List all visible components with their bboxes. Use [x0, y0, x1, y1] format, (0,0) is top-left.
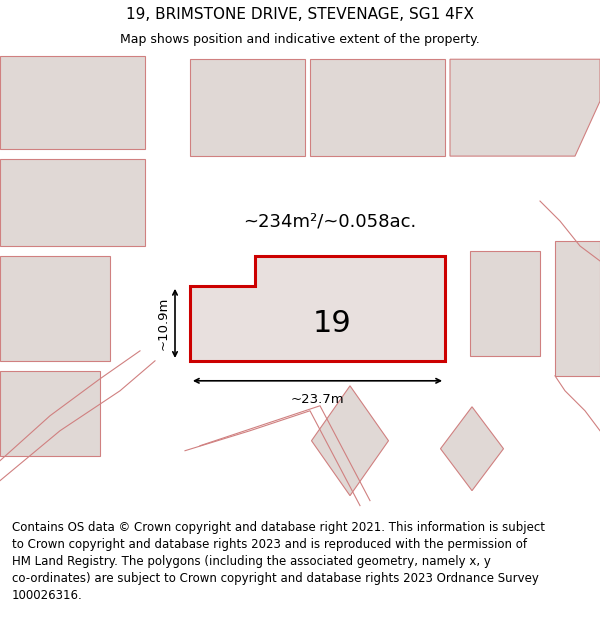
Text: ~23.7m: ~23.7m [290, 392, 344, 406]
Bar [155, 56, 185, 341]
Text: ~234m²/~0.058ac.: ~234m²/~0.058ac. [244, 212, 416, 230]
Polygon shape [0, 159, 145, 246]
Polygon shape [0, 371, 100, 456]
Polygon shape [440, 407, 503, 491]
Polygon shape [310, 59, 445, 156]
Ellipse shape [155, 328, 185, 353]
Polygon shape [555, 241, 600, 376]
Text: 19, BRIMSTONE DRIVE, STEVENAGE, SG1 4FX: 19, BRIMSTONE DRIVE, STEVENAGE, SG1 4FX [126, 7, 474, 22]
Polygon shape [0, 56, 145, 149]
Text: 19: 19 [313, 309, 352, 338]
Polygon shape [190, 59, 305, 156]
Text: Contains OS data © Crown copyright and database right 2021. This information is : Contains OS data © Crown copyright and d… [12, 521, 545, 602]
Polygon shape [0, 256, 110, 361]
Polygon shape [450, 59, 600, 156]
Polygon shape [311, 386, 389, 496]
Text: ~10.9m: ~10.9m [157, 297, 170, 350]
Polygon shape [190, 256, 445, 361]
Polygon shape [470, 251, 540, 356]
Text: Map shows position and indicative extent of the property.: Map shows position and indicative extent… [120, 34, 480, 46]
